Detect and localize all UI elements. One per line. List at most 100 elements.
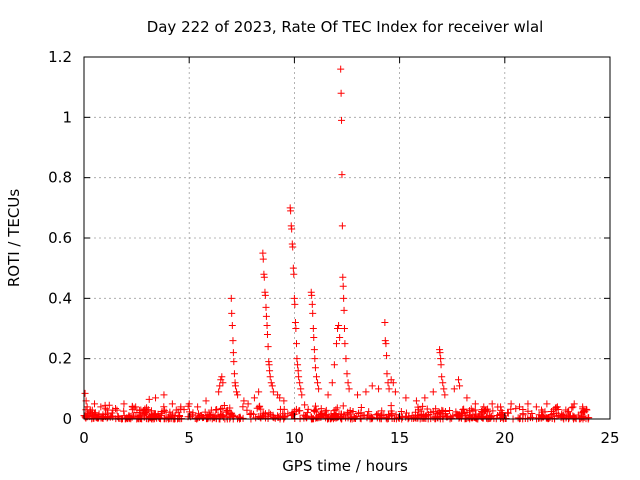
data-point <box>297 385 305 393</box>
data-point <box>421 394 429 402</box>
noise-point <box>130 404 138 412</box>
data-point <box>338 171 346 179</box>
noise-point <box>180 406 188 414</box>
noise-point <box>438 406 446 414</box>
data-point <box>194 403 202 411</box>
noise-point <box>87 408 95 416</box>
noise-point <box>222 408 230 416</box>
data-point <box>290 270 298 278</box>
data-point <box>340 294 348 302</box>
noise-point <box>151 410 159 418</box>
data-point <box>375 385 383 393</box>
baseline-noise-band <box>80 401 593 423</box>
data-point <box>267 379 275 387</box>
x-axis-ticks: 0 5 10 15 20 25 <box>79 57 620 447</box>
plot-frame <box>83 56 611 420</box>
data-point <box>234 391 242 399</box>
noise-point <box>467 405 475 413</box>
noise-point <box>524 407 532 415</box>
noise-point <box>579 408 587 416</box>
noise-point <box>247 409 255 417</box>
noise-point <box>387 407 395 415</box>
data-point <box>229 337 237 345</box>
x-tick-label: 10 <box>285 429 304 447</box>
data-point <box>255 388 263 396</box>
data-point <box>402 394 410 402</box>
data-point <box>276 394 284 402</box>
data-point <box>337 89 345 97</box>
noise-point <box>369 414 377 422</box>
data-point <box>288 225 296 233</box>
noise-point <box>184 402 192 410</box>
noise-point <box>414 403 422 411</box>
data-point <box>266 367 274 375</box>
data-point <box>289 264 297 272</box>
noise-point <box>311 402 319 410</box>
data-point <box>291 300 299 308</box>
noise-point <box>346 409 354 417</box>
noise-point <box>134 414 142 422</box>
data-point <box>262 312 270 320</box>
noise-point <box>498 413 506 421</box>
noise-point <box>169 410 177 418</box>
data-point <box>570 400 578 408</box>
noise-point <box>265 409 273 417</box>
data-point <box>264 343 272 351</box>
data-point <box>310 346 318 354</box>
y-tick-label: 1.2 <box>48 48 72 66</box>
noise-point <box>554 406 562 414</box>
data-point <box>287 207 295 215</box>
y-tick-label: 0.8 <box>48 169 72 187</box>
noise-point <box>373 411 381 419</box>
data-point <box>202 397 210 405</box>
noise-point <box>519 405 527 413</box>
noise-point <box>162 408 170 416</box>
noise-point <box>259 412 267 420</box>
noise-point <box>489 407 497 415</box>
x-tick-label: 5 <box>184 429 194 447</box>
data-point <box>81 389 89 397</box>
data-point <box>332 340 340 348</box>
data-point <box>391 388 399 396</box>
data-point <box>233 388 241 396</box>
noise-point <box>460 405 468 413</box>
y-tick-label: 0.2 <box>48 350 72 368</box>
noise-point <box>230 412 238 420</box>
data-point <box>168 400 176 408</box>
noise-point <box>555 412 563 420</box>
data-point <box>289 243 297 251</box>
noise-point <box>514 414 522 422</box>
data-point <box>456 382 464 390</box>
noise-point <box>243 406 251 414</box>
data-point <box>488 400 496 408</box>
y-tick-label: 0.6 <box>48 229 72 247</box>
noise-point <box>565 408 573 416</box>
noise-point <box>440 412 448 420</box>
noise-point <box>271 414 279 422</box>
data-point <box>389 379 397 387</box>
noise-point <box>374 410 382 418</box>
data-point <box>218 373 226 381</box>
data-point <box>216 382 224 390</box>
noise-point <box>344 414 352 422</box>
data-point <box>334 325 342 332</box>
data-point <box>385 385 393 393</box>
noise-point <box>494 403 502 411</box>
noise-point <box>585 414 593 422</box>
noise-point <box>425 411 433 419</box>
data-point <box>324 391 332 399</box>
data-point <box>437 361 445 369</box>
noise-point <box>201 408 209 416</box>
data-point <box>335 321 343 329</box>
noise-point <box>177 405 185 413</box>
data-point <box>97 403 105 411</box>
data-point <box>312 373 320 381</box>
noise-point <box>128 402 136 410</box>
data-point <box>260 273 268 281</box>
data-point <box>441 391 449 399</box>
noise-point <box>471 406 479 414</box>
data-point <box>340 306 348 314</box>
y-tick-label: 0.4 <box>48 289 72 307</box>
noise-point <box>504 409 512 417</box>
data-point <box>230 370 238 378</box>
